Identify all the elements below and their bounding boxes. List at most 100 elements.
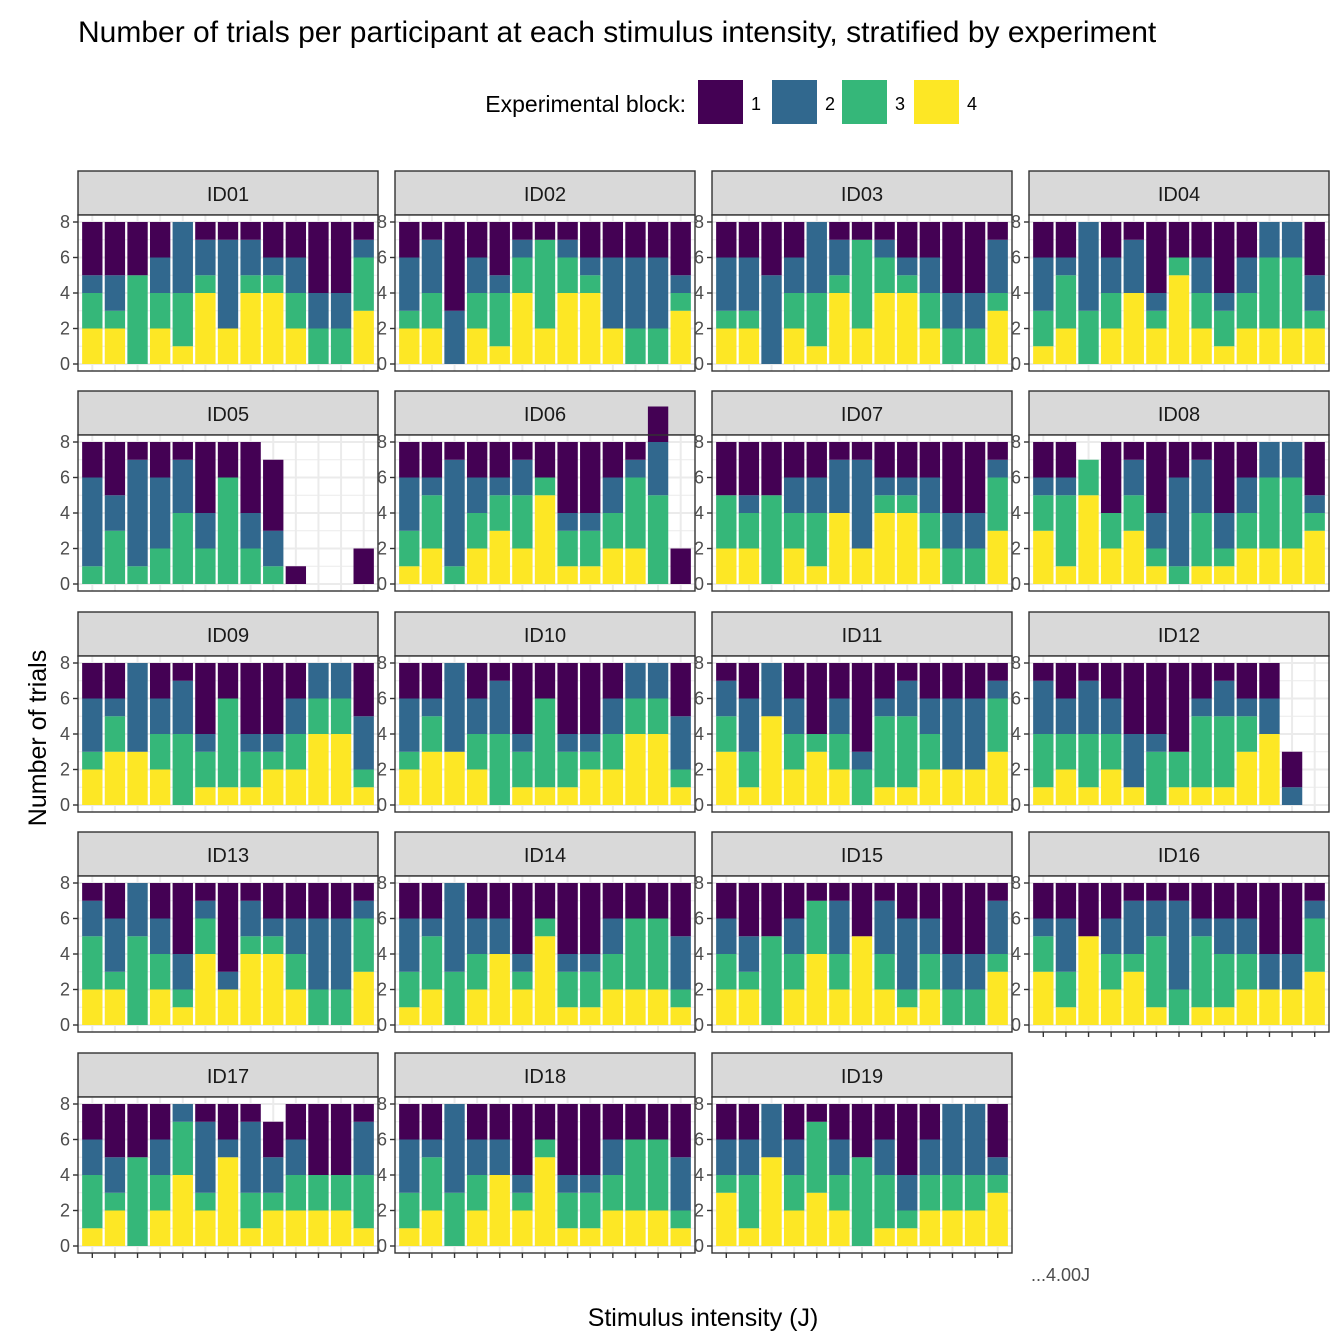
bar-segment-block-3	[421, 495, 443, 549]
bar-segment-block-4	[580, 769, 601, 805]
bar-segment-block-4	[738, 989, 760, 1025]
bar-segment-block-2	[82, 1139, 103, 1175]
bar-segment-block-4	[263, 293, 284, 364]
bar-segment-block-4	[1236, 989, 1258, 1025]
bar-segment-block-1	[738, 1104, 760, 1140]
bar-segment-block-3	[738, 513, 760, 549]
y-tick-label: 8	[60, 432, 70, 452]
bar-segment-block-3	[1191, 293, 1212, 329]
bar-segment-block-4	[466, 1210, 488, 1246]
y-tick-label: 0	[60, 795, 70, 815]
bar-segment-block-4	[761, 1157, 782, 1246]
bar-segment-block-3	[964, 548, 986, 584]
bar-segment-block-3	[1281, 477, 1303, 549]
bar-segment-block-2	[421, 698, 443, 717]
bar-segment-block-1	[1055, 442, 1077, 478]
bar-segment-block-4	[738, 1228, 760, 1246]
bar-segment-block-2	[738, 495, 760, 513]
bar-segment-block-4	[1236, 751, 1258, 805]
bar-segment-block-1	[874, 663, 895, 699]
bar-segment-block-4	[353, 310, 374, 364]
bar-segment-block-2	[1146, 293, 1167, 311]
bar-segment-block-2	[897, 257, 918, 276]
bar-segment-block-3	[1214, 310, 1235, 347]
bar-segment-block-4	[82, 328, 103, 364]
bar-segment-block-2	[104, 918, 126, 972]
bar-segment-block-3	[466, 954, 488, 990]
bar-segment-block-4	[1146, 328, 1167, 364]
bar-segment-block-3	[285, 954, 307, 990]
y-tick-label: 4	[1011, 944, 1021, 964]
bar-segment-block-3	[1259, 257, 1280, 329]
bar-segment-block-4	[263, 1210, 284, 1246]
bar-segment-block-2	[1123, 734, 1144, 788]
bar-segment-block-4	[670, 1007, 691, 1025]
panel-ID14: ID14 0 2 4 6 8	[377, 831, 696, 1035]
bar-segment-block-4	[1100, 328, 1122, 364]
strip-label: ID14	[524, 845, 566, 867]
bar-segment-block-3	[104, 530, 126, 584]
bar-segment-block-3	[82, 751, 103, 770]
bar-segment-block-2	[172, 680, 193, 734]
bar-segment-block-2	[829, 900, 850, 954]
strip-background	[711, 170, 1013, 216]
bar-segment-block-4	[1281, 328, 1303, 364]
bar-segment-block-4	[240, 787, 261, 805]
bar-segment-block-1	[1168, 442, 1190, 478]
bar-segment-block-2	[1304, 275, 1325, 311]
bar-segment-block-4	[647, 734, 669, 805]
bar-segment-block-4	[1033, 787, 1054, 805]
y-tick-label: 4	[377, 1165, 387, 1185]
y-tick-label: 2	[694, 980, 704, 1000]
bar-segment-block-2	[82, 275, 103, 293]
bar-segment-block-2	[602, 698, 624, 734]
y-tick-label: 4	[377, 503, 387, 523]
bar-segment-block-2	[104, 495, 126, 531]
bar-segment-block-4	[104, 751, 126, 805]
bar-segment-block-1	[1214, 442, 1235, 513]
bar-segment-block-3	[919, 513, 941, 549]
bar-segment-block-2	[1055, 698, 1077, 734]
x-axis	[91, 1253, 365, 1258]
bar-segment-block-3	[240, 1192, 261, 1229]
bar-segment-block-2	[829, 698, 850, 734]
bar-segment-block-4	[783, 989, 805, 1025]
bar-segment-block-4	[716, 751, 737, 805]
bar-segment-block-1	[421, 222, 443, 240]
bar-segment-block-1	[1236, 442, 1258, 478]
bar-segment-block-2	[195, 239, 216, 276]
y-axis: 0 2 4 6 8	[377, 873, 395, 1035]
bar-segment-block-1	[1191, 883, 1212, 919]
bar-segment-block-1	[1146, 663, 1167, 734]
bar-segment-block-3	[172, 1121, 193, 1175]
bar-segment-block-1	[1168, 222, 1190, 258]
bar-segment-block-4	[512, 1210, 533, 1246]
bar-segment-block-3	[104, 716, 126, 752]
panel-ID05: ID05 0 2 4 6 8	[60, 390, 379, 594]
bar-segment-block-2	[1055, 257, 1077, 276]
y-axis: 0 2 4 6 8	[1011, 212, 1029, 374]
bar-segment-block-2	[897, 680, 918, 717]
bar-segment-block-2	[1191, 698, 1212, 717]
bar-segment-block-1	[127, 1104, 148, 1158]
bar-segment-block-2	[964, 513, 986, 549]
bar-segment-block-4	[602, 548, 624, 584]
bar-segment-block-1	[783, 883, 805, 919]
bar-segment-block-4	[1191, 328, 1212, 364]
y-axis: 0 2 4 6 8	[1011, 873, 1029, 1035]
bar-segment-block-2	[580, 257, 601, 276]
bar-segment-block-3	[738, 971, 760, 990]
bar-segment-block-4	[919, 1210, 941, 1246]
bar-segment-block-1	[716, 663, 737, 681]
bar-segment-block-2	[240, 734, 261, 752]
bars	[1033, 442, 1325, 584]
bar-segment-block-2	[557, 1175, 578, 1193]
bar-segment-block-2	[602, 257, 624, 329]
bar-segment-block-4	[851, 328, 873, 364]
bars	[716, 1104, 1008, 1246]
bar-segment-block-3	[738, 1175, 760, 1229]
bar-segment-block-2	[512, 459, 533, 496]
bar-segment-block-2	[716, 1139, 737, 1175]
bar-segment-block-2	[738, 257, 760, 311]
bar-segment-block-2	[783, 1139, 805, 1175]
